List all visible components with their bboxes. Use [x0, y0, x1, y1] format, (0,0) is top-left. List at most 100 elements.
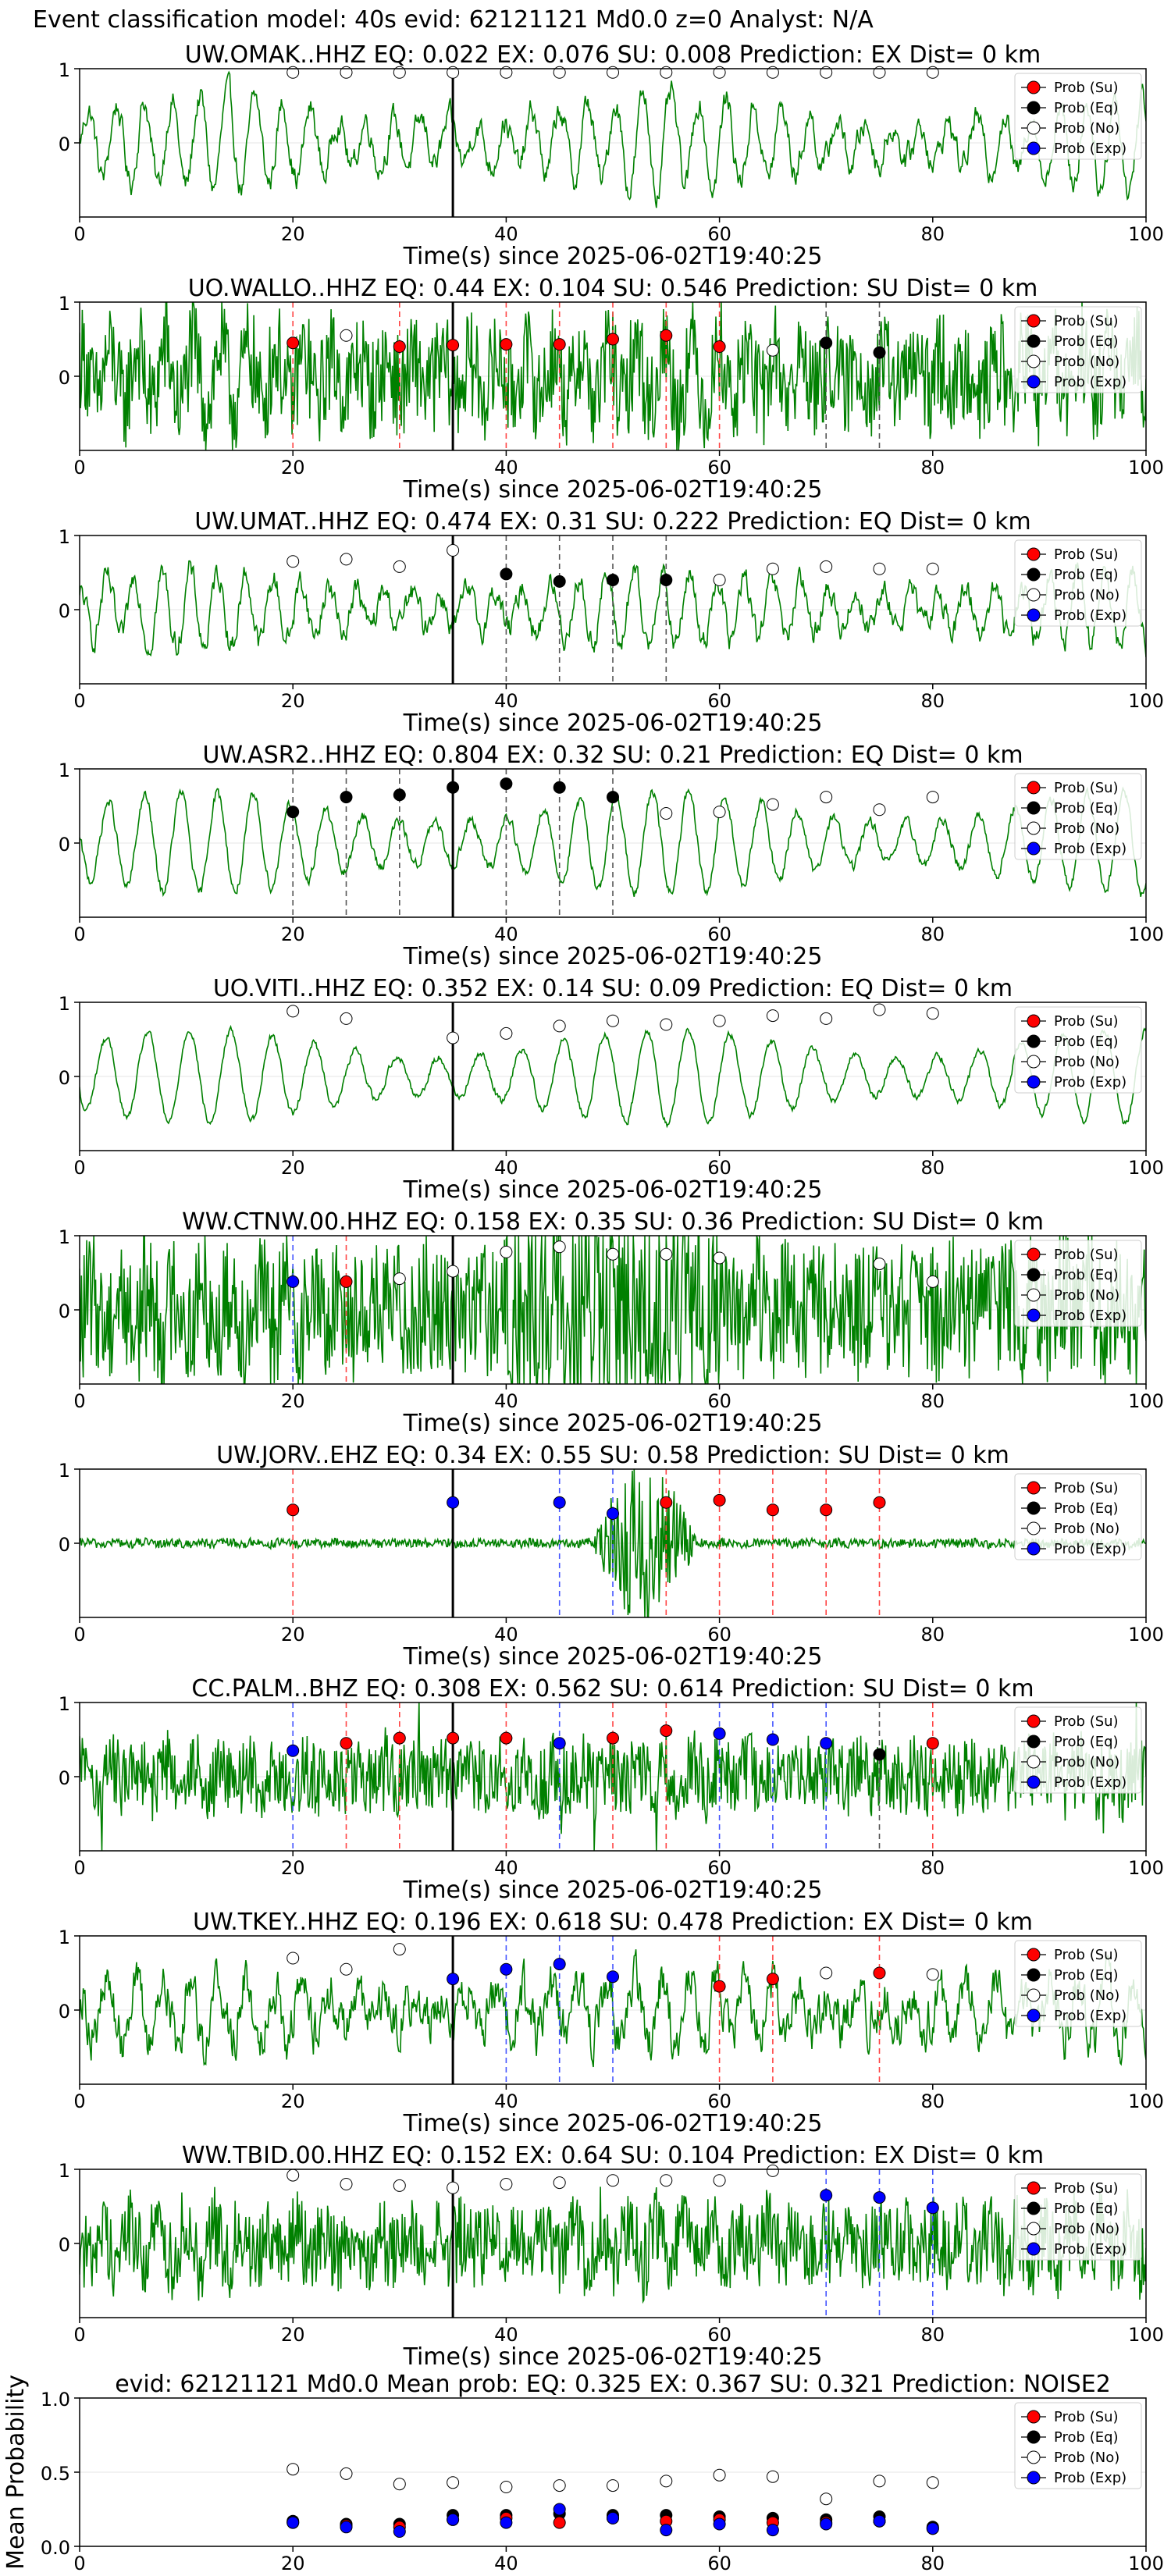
legend-label: Prob (No) [1054, 1287, 1119, 1304]
prob-marker [607, 1247, 619, 1261]
x-tick-label: 0 [73, 1157, 85, 1179]
legend-marker [1027, 2471, 1041, 2485]
prob-marker [393, 1731, 406, 1745]
plot-area [80, 1002, 1146, 1151]
legend: Prob (Su) Prob (Eq) Prob (No) Prob (Exp) [1014, 539, 1142, 627]
prob-marker [926, 1968, 939, 1981]
legend-frame [1014, 1240, 1142, 1327]
prob-marker [607, 66, 619, 79]
legend-marker [1027, 1481, 1041, 1495]
panel-title: UO.VITI..HHZ EQ: 0.352 EX: 0.14 SU: 0.09… [213, 975, 1013, 1002]
prob-marker [553, 1496, 566, 1509]
panel-title: WW.CTNW.00.HHZ EQ: 0.158 EX: 0.35 SU: 0.… [182, 1208, 1044, 1236]
legend-marker [1027, 1714, 1041, 1728]
legend: Prob (Su) Prob (Eq) Prob (No) Prob (Exp) [1014, 1706, 1142, 1794]
prob-marker [926, 1275, 939, 1288]
prob-marker [447, 339, 460, 352]
x-tick-label: 0 [73, 457, 85, 479]
prob-marker [340, 553, 353, 566]
panel-1: UW.OMAK..HHZ EQ: 0.022 EX: 0.076 SU: 0.0… [59, 41, 1164, 270]
x-tick-label: 80 [921, 923, 945, 945]
x-tick-label: 60 [707, 1157, 731, 1179]
prob-marker [660, 2174, 673, 2187]
x-axis-label: Time(s) since 2025-06-02T19:40:25 [403, 243, 823, 270]
legend-label: Prob (Su) [1054, 2180, 1119, 2197]
x-axis-label: Time(s) since 2025-06-02T19:40:25 [403, 2343, 823, 2371]
prob-marker [713, 340, 726, 353]
prob-marker [500, 66, 513, 79]
prob-marker [607, 1731, 619, 1745]
prob-marker [820, 336, 833, 350]
x-tick-label: 40 [494, 923, 518, 945]
prob-marker [393, 788, 406, 802]
y-tick-label: 0 [59, 2001, 70, 2023]
prob-marker [500, 2178, 513, 2190]
legend-marker [1027, 2430, 1041, 2444]
prob-marker [447, 2181, 460, 2194]
prob-marker [713, 66, 726, 79]
legend-frame [1014, 2402, 1142, 2489]
mean-prob-point [820, 2492, 833, 2506]
prob-marker [766, 1973, 779, 1986]
prob-marker [660, 1247, 673, 1261]
legend-label: Prob (Su) [1054, 2409, 1119, 2425]
legend-label: Prob (Exp) [1054, 841, 1127, 857]
plot-area [80, 1936, 1146, 2084]
waveform-trace [80, 2186, 1146, 2304]
legend-marker [1027, 1521, 1041, 1535]
panel-title: UW.UMAT..HHZ EQ: 0.474 EX: 0.31 SU: 0.22… [194, 508, 1030, 535]
x-tick-label: 60 [707, 923, 731, 945]
mean-prob-point [607, 2511, 619, 2524]
prob-marker [500, 777, 513, 790]
x-tick-label: 100 [1128, 2090, 1164, 2112]
y-tick-label: 0 [59, 1067, 70, 1089]
legend-label: Prob (Exp) [1054, 1541, 1127, 1557]
plot-area [80, 1469, 1146, 1617]
prob-marker [447, 1265, 460, 1278]
legend: Prob (Su) Prob (Eq) Prob (No) Prob (Exp) [1014, 2402, 1142, 2489]
x-tick-label: 100 [1128, 1624, 1164, 1646]
x-tick-label: 40 [494, 1857, 518, 1879]
prob-marker [926, 66, 939, 79]
legend-frame [1014, 773, 1142, 860]
plot-area [80, 302, 1146, 450]
prob-marker [713, 1014, 726, 1027]
legend-label: Prob (Exp) [1054, 2008, 1127, 2024]
mean-prob-point [926, 2476, 939, 2489]
x-tick-label: 80 [921, 2324, 945, 2346]
prob-marker [553, 338, 566, 351]
legend-marker [1027, 1247, 1041, 1261]
y-tick-label: 1 [59, 2160, 70, 2182]
x-axis-label: Time(s) since 2025-06-02T19:40:25 [403, 476, 823, 503]
legend-label: Prob (Exp) [1054, 374, 1127, 390]
x-tick-label: 40 [494, 2090, 518, 2112]
prob-marker [660, 1496, 673, 1509]
prob-marker [500, 1026, 513, 1040]
legend-label: Prob (Su) [1054, 1713, 1119, 1730]
legend-marker [1027, 2008, 1041, 2023]
legend-frame [1014, 539, 1142, 627]
legend-marker [1027, 1055, 1041, 1069]
prob-marker [766, 1503, 779, 1517]
legend-label: Prob (Eq) [1054, 1734, 1119, 1750]
mean-prob-point [340, 2467, 353, 2480]
x-tick-label: 0 [73, 2324, 85, 2346]
prob-marker [660, 66, 673, 79]
prob-marker [766, 66, 779, 79]
legend-label: Prob (Eq) [1054, 2429, 1119, 2446]
x-tick-label: 20 [281, 2090, 305, 2112]
legend-marker [1027, 801, 1041, 815]
legend-label: Prob (Su) [1054, 1013, 1119, 1030]
x-axis-label: Time(s) since 2025-06-02T19:40:25 [403, 2110, 823, 2137]
prob-marker [766, 343, 779, 357]
x-axis-label: Time(s) since 2025-06-02T19:40:25 [403, 943, 823, 970]
y-tick-label: 0 [59, 2234, 70, 2256]
legend-label: Prob (Eq) [1054, 567, 1119, 583]
legend-frame [1014, 1706, 1142, 1794]
legend-label: Prob (No) [1054, 820, 1119, 837]
x-tick-label: 80 [921, 1157, 945, 1179]
mean-prob-point [766, 2470, 779, 2483]
prob-marker [873, 562, 886, 575]
prob-marker [820, 560, 833, 573]
prob-marker [873, 1496, 886, 1509]
